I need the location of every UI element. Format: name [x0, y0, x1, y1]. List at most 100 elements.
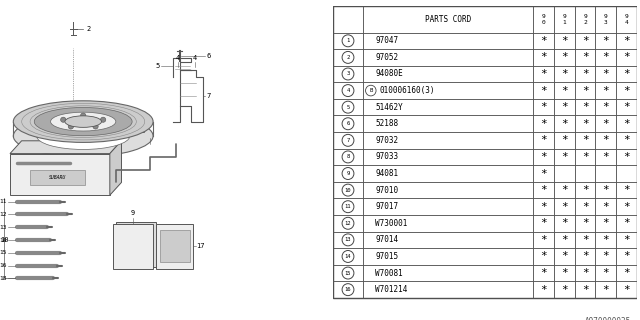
Bar — [575, 265, 595, 281]
Bar — [616, 116, 637, 132]
Text: 9
0: 9 0 — [542, 14, 546, 25]
Text: *: * — [602, 36, 609, 46]
Bar — [554, 265, 575, 281]
Text: *: * — [540, 185, 547, 195]
Bar — [333, 66, 364, 82]
Ellipse shape — [13, 101, 153, 142]
Text: *: * — [561, 252, 568, 261]
Text: 15: 15 — [345, 270, 351, 276]
Bar — [616, 265, 637, 281]
Bar — [575, 99, 595, 116]
Text: *: * — [623, 69, 630, 79]
Bar — [333, 215, 364, 232]
Text: *: * — [561, 119, 568, 129]
Text: 2: 2 — [346, 55, 349, 60]
Text: *: * — [582, 252, 589, 261]
Bar — [333, 265, 364, 281]
Bar — [533, 132, 554, 148]
Text: 16: 16 — [345, 287, 351, 292]
Bar — [575, 33, 595, 49]
Bar — [30, 170, 85, 185]
Bar — [575, 49, 595, 66]
Bar — [364, 248, 533, 265]
Text: A970000035: A970000035 — [584, 317, 631, 320]
Bar — [616, 66, 637, 82]
Text: 9
1: 9 1 — [563, 14, 566, 25]
Bar — [616, 49, 637, 66]
Ellipse shape — [36, 123, 130, 149]
Bar — [595, 148, 616, 165]
Bar — [554, 182, 575, 198]
Bar — [364, 281, 533, 298]
Ellipse shape — [35, 108, 132, 136]
Text: *: * — [582, 85, 589, 96]
Bar — [533, 165, 554, 182]
Bar — [364, 49, 533, 66]
Bar — [333, 49, 364, 66]
Bar — [575, 198, 595, 215]
Circle shape — [61, 117, 66, 122]
Text: *: * — [540, 284, 547, 295]
Text: 9: 9 — [346, 171, 349, 176]
Text: 97017: 97017 — [375, 202, 399, 211]
Bar — [575, 66, 595, 82]
Text: 9
4: 9 4 — [625, 14, 628, 25]
Bar — [554, 66, 575, 82]
Text: *: * — [582, 202, 589, 212]
Bar — [575, 248, 595, 265]
Bar — [533, 33, 554, 49]
Text: *: * — [561, 268, 568, 278]
Bar — [595, 99, 616, 116]
Bar — [575, 82, 595, 99]
Polygon shape — [110, 141, 122, 195]
Text: *: * — [582, 284, 589, 295]
Bar — [533, 82, 554, 99]
Text: *: * — [582, 152, 589, 162]
Bar — [595, 182, 616, 198]
Text: W70081: W70081 — [375, 268, 403, 277]
Text: *: * — [623, 119, 630, 129]
Text: *: * — [540, 85, 547, 96]
Text: *: * — [623, 102, 630, 112]
Text: *: * — [582, 135, 589, 145]
Text: W701214: W701214 — [375, 285, 408, 294]
Text: *: * — [602, 235, 609, 245]
Text: 4: 4 — [176, 55, 180, 61]
Text: *: * — [623, 202, 630, 212]
Text: *: * — [540, 52, 547, 62]
Text: 6: 6 — [206, 53, 211, 59]
Bar — [554, 165, 575, 182]
Text: *: * — [582, 119, 589, 129]
Bar — [616, 165, 637, 182]
Text: 4: 4 — [346, 88, 349, 93]
Text: *: * — [561, 102, 568, 112]
Bar — [533, 248, 554, 265]
Bar — [554, 33, 575, 49]
Text: *: * — [623, 284, 630, 295]
Bar — [533, 182, 554, 198]
Bar — [554, 232, 575, 248]
Text: *: * — [540, 252, 547, 261]
Bar — [595, 33, 616, 49]
Text: 12: 12 — [0, 212, 6, 217]
Text: *: * — [582, 218, 589, 228]
Text: *: * — [623, 135, 630, 145]
Bar — [533, 232, 554, 248]
Text: *: * — [561, 284, 568, 295]
Bar — [616, 33, 637, 49]
Bar — [333, 33, 364, 49]
Text: *: * — [602, 252, 609, 261]
Bar — [364, 132, 533, 148]
Bar — [533, 116, 554, 132]
Bar — [554, 6, 575, 33]
Text: 97033: 97033 — [375, 152, 399, 161]
Bar — [595, 165, 616, 182]
Text: 94080E: 94080E — [375, 69, 403, 78]
Circle shape — [93, 124, 98, 129]
Text: *: * — [623, 218, 630, 228]
Bar — [575, 148, 595, 165]
Text: *: * — [602, 268, 609, 278]
Bar — [364, 265, 533, 281]
Text: 3: 3 — [346, 71, 349, 76]
Circle shape — [68, 124, 74, 129]
